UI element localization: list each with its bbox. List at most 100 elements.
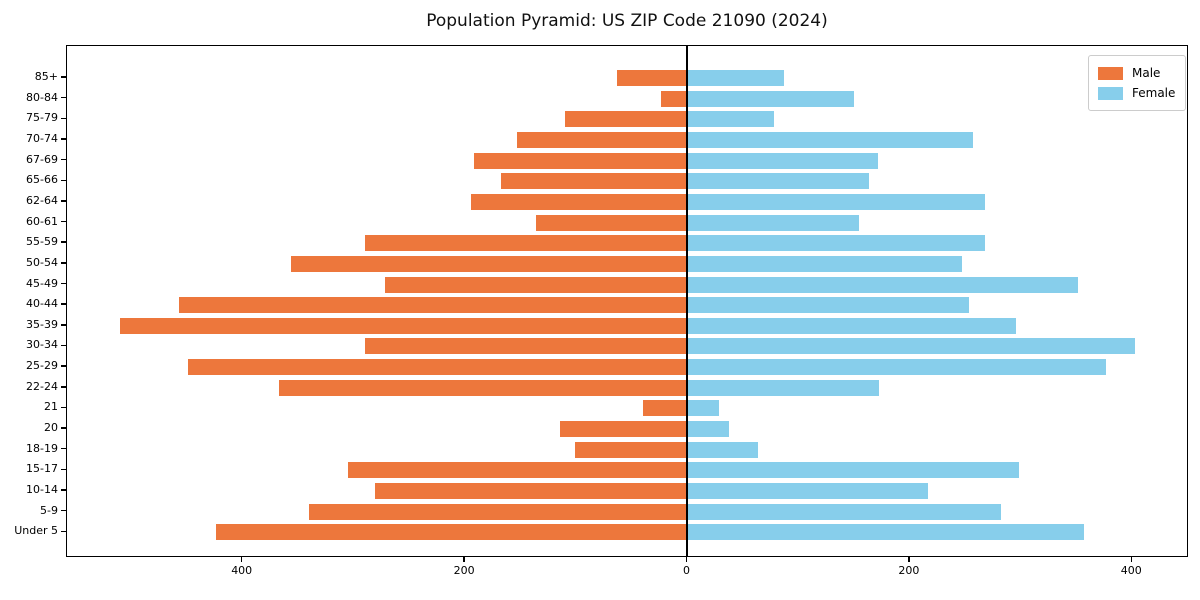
female-bar xyxy=(687,152,878,169)
female-bar xyxy=(687,90,855,107)
ytick-mark xyxy=(61,220,66,223)
xtick-mark xyxy=(463,557,465,562)
ytick-mark xyxy=(61,179,66,181)
ytick-label: 75-79 xyxy=(26,111,58,125)
ytick-label: 30-34 xyxy=(26,338,58,352)
female-bar xyxy=(687,483,928,499)
ytick-mark xyxy=(61,386,66,388)
ytick-label: 80-84 xyxy=(26,90,58,104)
legend-item-female: Female xyxy=(1098,83,1175,103)
female-bar xyxy=(687,193,986,210)
legend-female-label: Female xyxy=(1132,86,1176,100)
female-bar xyxy=(687,359,1106,376)
female-bar xyxy=(687,131,974,148)
ytick-label: 10-14 xyxy=(26,483,58,496)
ytick-label: 65-66 xyxy=(26,173,58,187)
ytick-label: 40-44 xyxy=(26,297,58,311)
female-bar xyxy=(687,400,719,417)
ytick-mark xyxy=(61,200,66,202)
female-bar xyxy=(687,503,1002,520)
male-bar xyxy=(517,131,688,148)
male-bar xyxy=(216,524,688,541)
ytick-mark xyxy=(61,427,66,429)
female-bar xyxy=(687,214,859,231)
male-bar xyxy=(365,338,688,355)
ytick-mark xyxy=(61,406,66,409)
female-bar xyxy=(687,317,1016,334)
xtick-mark xyxy=(1130,557,1133,562)
legend-item-male: Male xyxy=(1098,63,1175,83)
male-bar xyxy=(348,462,688,479)
ytick-label: 21 xyxy=(44,400,58,414)
male-bar xyxy=(179,297,688,314)
xtick-mark xyxy=(240,557,243,562)
xtick-label: 200 xyxy=(453,564,475,577)
ytick-mark xyxy=(61,158,66,161)
ytick-mark xyxy=(61,282,66,285)
ytick-mark xyxy=(61,489,66,491)
xtick-label: 200 xyxy=(898,564,920,577)
female-bar xyxy=(687,462,1019,479)
female-bar xyxy=(687,173,869,190)
xtick-label: 400 xyxy=(1120,564,1142,577)
male-bar xyxy=(365,235,688,252)
ytick-mark xyxy=(61,241,66,243)
ytick-label: Under 5 xyxy=(14,524,58,538)
ytick-mark xyxy=(61,324,66,326)
ytick-label: 62-64 xyxy=(26,193,58,207)
male-bar xyxy=(559,421,688,438)
zero-axis-line xyxy=(686,46,689,556)
male-bar xyxy=(536,214,688,231)
ytick-label: 25-29 xyxy=(26,359,58,373)
male-bar xyxy=(120,317,688,334)
male-bar xyxy=(290,255,688,272)
male-bar xyxy=(565,111,688,128)
female-bar xyxy=(687,524,1085,541)
ytick-label: 5-9 xyxy=(40,503,58,517)
male-bar xyxy=(375,483,688,499)
xtick-label: 400 xyxy=(231,564,253,577)
ytick-mark xyxy=(61,344,66,347)
ytick-mark xyxy=(61,138,66,140)
ytick-label: 85+ xyxy=(34,70,58,83)
male-bar xyxy=(500,173,688,190)
ytick-label: 15-17 xyxy=(26,462,58,476)
female-bar xyxy=(687,235,986,252)
ytick-label: 67-69 xyxy=(26,152,58,166)
female-bar xyxy=(687,297,969,314)
ytick-label: 22-24 xyxy=(26,379,58,393)
female-bar xyxy=(687,111,775,128)
ytick-mark xyxy=(61,365,66,367)
ytick-label: 35-39 xyxy=(26,317,58,331)
male-bar xyxy=(473,152,688,169)
male-bar xyxy=(279,379,688,396)
ytick-label: 50-54 xyxy=(26,255,58,269)
male-bar xyxy=(188,359,688,376)
ytick-mark xyxy=(61,76,66,78)
ytick-mark xyxy=(61,468,66,471)
ytick-mark xyxy=(61,303,66,305)
ytick-label: 55-59 xyxy=(26,235,58,249)
ytick-mark xyxy=(61,447,66,450)
male-bar xyxy=(643,400,688,417)
ytick-mark xyxy=(61,96,66,99)
female-swatch-icon xyxy=(1098,86,1123,100)
male-bar xyxy=(617,70,688,86)
ytick-label: 18-19 xyxy=(26,441,58,455)
plot-area xyxy=(66,45,1188,557)
female-bar xyxy=(687,441,758,458)
chart-title: Population Pyramid: US ZIP Code 21090 (2… xyxy=(426,11,828,31)
ytick-mark xyxy=(61,509,66,512)
female-bar xyxy=(687,421,729,438)
male-bar xyxy=(575,441,688,458)
xtick-mark xyxy=(908,557,910,562)
male-bar xyxy=(660,90,688,107)
ytick-mark xyxy=(61,530,66,533)
legend-male-label: Male xyxy=(1132,66,1161,80)
female-bar xyxy=(687,379,879,396)
ytick-label: 20 xyxy=(44,421,58,435)
legend: Male Female xyxy=(1088,55,1186,111)
ytick-label: 70-74 xyxy=(26,131,58,145)
male-swatch-icon xyxy=(1098,66,1123,80)
